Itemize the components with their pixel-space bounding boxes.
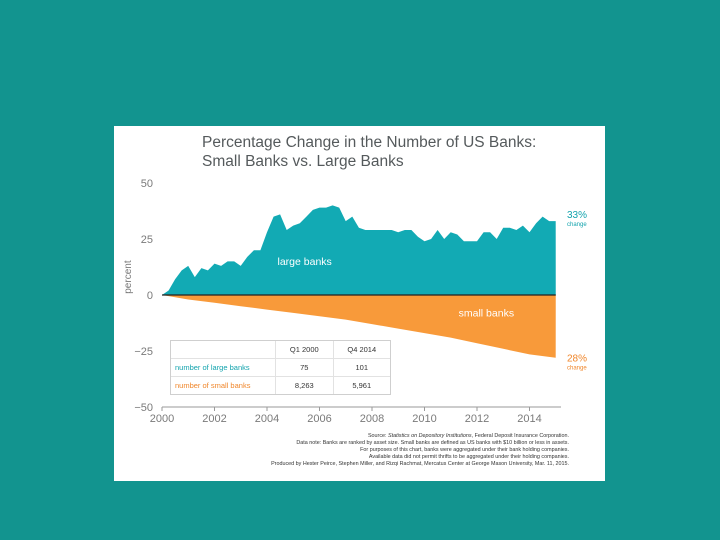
- x-tick-label: 2006: [307, 413, 331, 425]
- large-banks-label: large banks: [278, 256, 332, 268]
- x-tick-label: 2014: [517, 413, 541, 425]
- small-banks-end-sublabel: change: [567, 366, 587, 372]
- y-axis-label: percent: [123, 260, 134, 294]
- large-banks-end-value: 33%: [567, 210, 587, 221]
- chart-card: Percentage Change in the Number of US Ba…: [114, 126, 605, 481]
- table-header-cell: Q1 2000: [275, 341, 332, 358]
- x-tick-label: 2002: [202, 413, 226, 425]
- credits-note: Produced by Hester Peirce, Stephen Mille…: [271, 461, 569, 467]
- source-note: Source: Statistics on Depository Institu…: [149, 433, 569, 440]
- table-header-cell: Q4 2014: [332, 341, 390, 358]
- table-header-row: Q1 2000 Q4 2014: [171, 341, 390, 358]
- table-row-small: number of small banks 8,263 5,961: [171, 376, 390, 394]
- chart-notes: Source: Statistics on Depository Institu…: [149, 433, 569, 468]
- y-tick-label: −25: [134, 346, 153, 358]
- bank-count-table: Q1 2000 Q4 2014 number of large banks 75…: [170, 340, 391, 395]
- x-tick-label: 2004: [255, 413, 279, 425]
- thrift-note: Available data did not permit thrifts to…: [368, 454, 569, 460]
- small-banks-area: [162, 295, 556, 358]
- large-banks-q1-2000: 75: [275, 359, 332, 376]
- data-note: Data note: Banks are ranked by asset siz…: [296, 440, 569, 446]
- source-suffix: , Federal Deposit Insurance Corporation.: [471, 433, 569, 439]
- x-tick-label: 2012: [465, 413, 489, 425]
- small-banks-label: small banks: [459, 307, 514, 319]
- table-row-large: number of large banks 75 101: [171, 358, 390, 376]
- x-tick-label: 2008: [360, 413, 384, 425]
- aggregation-note: For purposes of this chart, banks were a…: [360, 447, 569, 453]
- y-tick-label: 0: [147, 290, 153, 302]
- source-prefix: Source:: [367, 433, 389, 439]
- chart-subtitle: Small Banks vs. Large Banks: [202, 153, 404, 170]
- large-banks-row-label: number of large banks: [175, 363, 250, 372]
- y-tick-label: 50: [141, 178, 153, 190]
- source-title: Statistics on Depository Institutions: [388, 433, 472, 439]
- small-banks-row-label: number of small banks: [175, 381, 251, 390]
- chart-title: Percentage Change in the Number of US Ba…: [202, 134, 537, 151]
- small-banks-end-value: 28%: [567, 354, 587, 365]
- y-tick-label: 25: [141, 234, 153, 246]
- chart-title-block: Percentage Change in the Number of US Ba…: [202, 133, 582, 171]
- small-banks-q4-2014: 5,961: [332, 377, 390, 394]
- x-tick-label: 2010: [412, 413, 436, 425]
- x-tick-label: 2000: [150, 413, 174, 425]
- large-banks-area: [162, 205, 556, 295]
- large-banks-q4-2014: 101: [332, 359, 390, 376]
- small-banks-q1-2000: 8,263: [275, 377, 332, 394]
- y-tick-label: −50: [134, 402, 153, 414]
- large-banks-end-sublabel: change: [567, 222, 587, 228]
